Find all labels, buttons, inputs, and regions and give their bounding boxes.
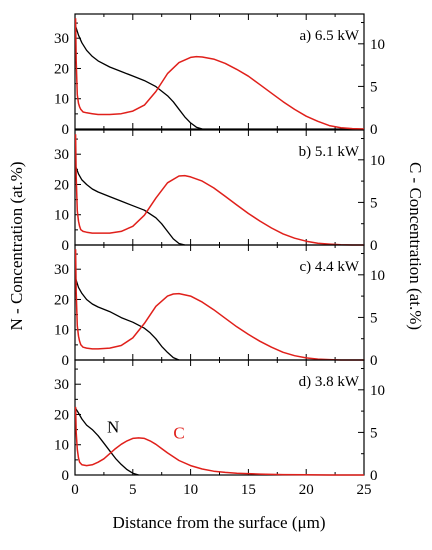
x-tick-label: 10 [183,482,198,498]
left-y-tick-label: 20 [54,177,69,193]
left-y-tick-label: 30 [54,377,69,393]
left-y-tick-label: 10 [54,438,69,454]
right-y-tick-label: 5 [370,310,378,326]
x-axis-label: Distance from the surface (μm) [112,513,325,532]
series-n-line [74,166,185,246]
panel-label: b) 5.1 kW [299,144,360,160]
series-c-line [74,406,364,476]
left-y-tick-label: 20 [54,292,69,308]
right-y-tick-label: 10 [370,37,385,53]
left-y-tick-label: 30 [54,147,69,163]
left-y-tick-label: 20 [54,407,69,423]
right-y-tick-label: 5 [370,195,378,211]
left-y-tick-label: 0 [62,353,70,369]
left-y-tick-label: 0 [62,468,70,484]
panel-4: 0 10 20 30 0 5 10 d) 3.8 kW N C 0 5 10 15 20 25 [54,359,385,498]
left-y-tick-label: 0 [62,122,70,138]
right-y-tick-label: 0 [370,468,378,484]
right-y-tick-label: 5 [370,425,378,441]
series-n-line [75,408,139,476]
panels: 0 10 20 30 0 5 10 a) 6.5 kW 0 10 20 30 0 5 10 b) 5.1 kW… [54,13,385,498]
series-n-line [74,25,203,130]
left-y-tick-label: 10 [54,208,69,224]
x-tick-label: 0 [71,482,79,498]
left-y-tick-label: 0 [62,238,70,254]
right-y-tick-label: 0 [370,122,378,138]
left-y-tick-label: 10 [54,323,69,339]
panel-1: 0 10 20 30 0 5 10 a) 6.5 kW [54,13,385,138]
series-c-label: C [173,424,184,443]
right-y-tick-label: 0 [370,238,378,254]
panel-label: d) 3.8 kW [299,374,360,390]
series-c-line [74,249,364,361]
x-tick-label: 20 [299,482,314,498]
y-axis-right-label: C - Concentration (at.%) [406,162,425,330]
left-y-tick-label: 30 [54,262,69,278]
right-y-tick-label: 0 [370,353,378,369]
right-y-tick-label: 10 [370,383,385,399]
left-y-tick-label: 30 [54,31,69,47]
panel-3: 0 10 20 30 0 5 10 c) 4.4 kW [54,244,385,369]
x-tick-label: 25 [357,482,372,498]
series-n-label: N [107,418,119,437]
series-c-line [74,18,365,130]
series-c-line [74,134,364,246]
right-y-tick-label: 10 [370,268,385,284]
series-n-line [74,278,180,361]
x-tick-label: 15 [241,482,256,498]
panel-label: c) 4.4 kW [299,259,359,275]
panel-2: 0 10 20 30 0 5 10 b) 5.1 kW [54,129,385,254]
right-y-tick-label: 5 [370,79,378,95]
left-y-tick-label: 10 [54,92,69,108]
x-tick-label: 5 [129,482,137,498]
left-y-tick-label: 20 [54,61,69,77]
y-axis-left-label: N - Concentration (at.%) [7,162,26,331]
right-y-tick-label: 10 [370,153,385,169]
panel-label: a) 6.5 kW [299,28,359,44]
